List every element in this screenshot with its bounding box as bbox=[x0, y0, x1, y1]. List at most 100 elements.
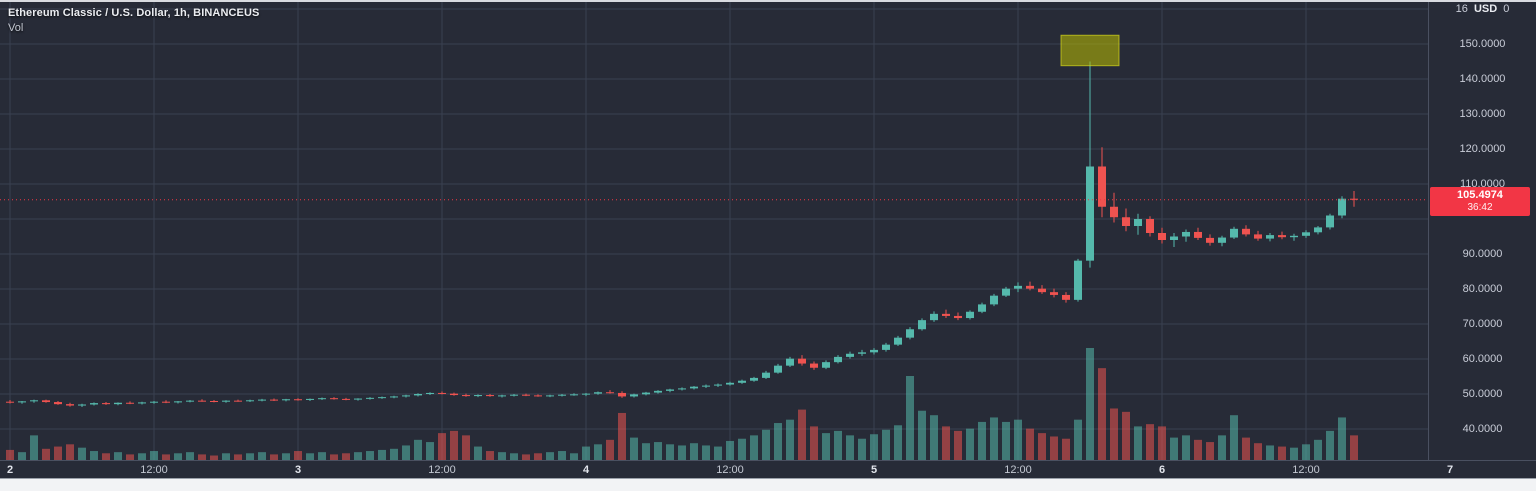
candlestick-chart[interactable] bbox=[0, 0, 1428, 460]
volume-bar bbox=[210, 455, 218, 460]
volume-bar bbox=[870, 434, 878, 460]
symbol-title[interactable]: Ethereum Classic / U.S. Dollar, 1h, BINA… bbox=[8, 7, 260, 19]
volume-bar bbox=[510, 453, 518, 460]
time-axis-label: 6 bbox=[1158, 464, 1166, 476]
top-divider bbox=[0, 0, 1536, 2]
volume-bar bbox=[942, 426, 950, 460]
volume-bar bbox=[1050, 436, 1058, 460]
candle-body bbox=[702, 385, 710, 387]
volume-bar bbox=[342, 453, 350, 460]
candle-body bbox=[1290, 235, 1298, 238]
volume-bar bbox=[666, 444, 674, 460]
candle-countdown: 36:42 bbox=[1467, 201, 1493, 213]
candle-body bbox=[222, 400, 230, 402]
volume-indicator-label[interactable]: Vol bbox=[8, 22, 24, 34]
candle-body bbox=[522, 394, 530, 396]
time-axis-label: 12:00 bbox=[428, 464, 456, 476]
volume-bar bbox=[270, 454, 278, 460]
volume-bar bbox=[198, 454, 206, 460]
volume-bar bbox=[642, 443, 650, 460]
volume-bar bbox=[1206, 442, 1214, 460]
time-axis-label: 3 bbox=[294, 464, 302, 476]
volume-bar bbox=[654, 442, 662, 460]
volume-bar bbox=[978, 421, 986, 460]
candle-body bbox=[762, 372, 770, 378]
candle-body bbox=[1098, 166, 1106, 207]
volume-bar bbox=[1074, 419, 1082, 460]
volume-bar bbox=[6, 449, 14, 460]
candle-body bbox=[570, 394, 578, 396]
price-axis-label: 40.0000 bbox=[1462, 423, 1503, 435]
volume-bar bbox=[126, 454, 134, 460]
candle-body bbox=[306, 398, 314, 400]
candle-body bbox=[726, 382, 734, 385]
highlight-annotation[interactable] bbox=[1060, 34, 1120, 67]
time-axis-label: 12:00 bbox=[1004, 464, 1032, 476]
price-axis-unit-row: 16 USD 0 bbox=[1429, 3, 1536, 15]
volume-bar bbox=[234, 454, 242, 460]
volume-bar bbox=[1146, 424, 1154, 460]
candle-body bbox=[342, 398, 350, 400]
candle-body bbox=[1110, 206, 1118, 218]
candle-body bbox=[1050, 292, 1058, 295]
volume-bar bbox=[918, 410, 926, 460]
volume-bar bbox=[498, 452, 506, 460]
price-axis-label: 70.0000 bbox=[1462, 318, 1503, 330]
volume-bar bbox=[318, 452, 326, 460]
volume-bar bbox=[1014, 419, 1022, 460]
candle-body bbox=[414, 394, 422, 396]
volume-bar bbox=[726, 440, 734, 460]
candle-body bbox=[870, 349, 878, 353]
volume-bar bbox=[714, 446, 722, 460]
volume-bar bbox=[138, 453, 146, 460]
volume-bar bbox=[1098, 368, 1106, 460]
volume-bar bbox=[534, 453, 542, 460]
candle-body bbox=[318, 398, 326, 400]
time-axis[interactable]: 2 12:00 3 12:00 4 12:00 5 12:00 6 12:00 7 bbox=[0, 460, 1536, 478]
candle-body bbox=[1242, 228, 1250, 235]
chart-pane[interactable]: Ethereum Classic / U.S. Dollar, 1h, BINA… bbox=[0, 0, 1428, 460]
candle-body bbox=[114, 402, 122, 405]
volume-bar bbox=[1182, 435, 1190, 460]
volume-bar bbox=[102, 453, 110, 460]
candle-body bbox=[366, 397, 374, 399]
axis-unit-label: USD bbox=[1473, 3, 1498, 15]
horizontal-scrollbar[interactable] bbox=[0, 478, 1536, 491]
candle-body bbox=[594, 392, 602, 394]
volume-bar bbox=[630, 437, 638, 460]
volume-bar bbox=[330, 454, 338, 460]
candle-body bbox=[882, 344, 890, 350]
volume-bar bbox=[114, 452, 122, 460]
volume-bar bbox=[1254, 443, 1262, 460]
volume-bar bbox=[1278, 446, 1286, 460]
volume-bar bbox=[546, 452, 554, 460]
volume-bar bbox=[690, 443, 698, 460]
volume-bar bbox=[786, 419, 794, 460]
candle-body bbox=[630, 394, 638, 397]
candle-body bbox=[930, 313, 938, 321]
volume-bar bbox=[810, 426, 818, 460]
candle-body bbox=[330, 398, 338, 400]
candle-body bbox=[426, 392, 434, 394]
time-axis-label: 12:00 bbox=[140, 464, 168, 476]
candle-body bbox=[666, 389, 674, 391]
candle-body bbox=[1326, 215, 1334, 228]
candle-body bbox=[78, 404, 86, 406]
candle-body bbox=[798, 358, 806, 364]
candle-body bbox=[186, 400, 194, 402]
candle-body bbox=[978, 304, 986, 312]
candle-body bbox=[1170, 236, 1178, 240]
volume-bar bbox=[1242, 437, 1250, 460]
price-axis[interactable]: 16 USD 0 105.4974 36:42 150.0000 140.0000… bbox=[1428, 0, 1536, 460]
candle-body bbox=[618, 392, 626, 397]
candle-body bbox=[678, 388, 686, 390]
candle-body bbox=[198, 400, 206, 402]
volume-bar bbox=[1158, 426, 1166, 460]
candle-body bbox=[258, 399, 266, 401]
price-axis-label: 90.0000 bbox=[1462, 248, 1503, 260]
volume-bar bbox=[1338, 417, 1346, 460]
candle-body bbox=[162, 401, 170, 403]
candle-body bbox=[558, 394, 566, 396]
candle-body bbox=[234, 400, 242, 402]
